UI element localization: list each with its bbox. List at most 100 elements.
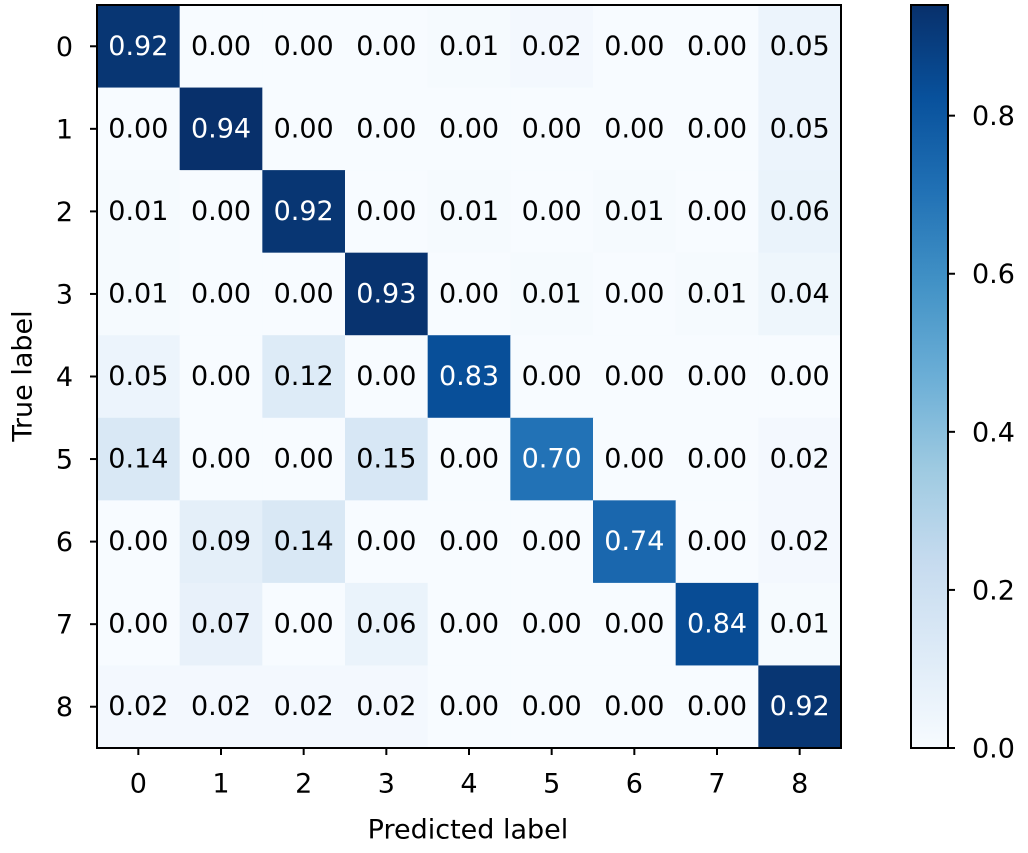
- x-axis-label: Predicted label: [368, 815, 569, 846]
- x-tick-label: 4: [460, 769, 477, 800]
- y-tick-label: 3: [56, 279, 73, 310]
- cell-label: 0.14: [108, 444, 168, 475]
- cell-label: 0.02: [356, 691, 416, 722]
- heatmap-cell: [262, 5, 346, 89]
- cell-label: 0.00: [687, 361, 747, 392]
- cell-label: 0.00: [274, 113, 334, 144]
- heatmap-cell: [345, 582, 429, 666]
- cell-label: 0.07: [191, 609, 251, 640]
- cell-label: 0.70: [522, 444, 582, 475]
- heatmap-cell: [345, 417, 429, 501]
- heatmap-cell: [510, 5, 594, 89]
- heatmap-cell: [179, 170, 263, 254]
- heatmap-cell: [262, 170, 346, 254]
- heatmap-cell: [427, 170, 511, 254]
- cell-label: 0.00: [522, 691, 582, 722]
- cell-label: 0.00: [604, 278, 664, 309]
- cell-label: 0.01: [439, 31, 499, 62]
- cell-label: 0.01: [770, 609, 830, 640]
- x-tick-label: 7: [708, 769, 725, 800]
- cell-label: 0.00: [604, 361, 664, 392]
- heatmap-cell: [262, 87, 346, 171]
- cell-label: 0.00: [108, 113, 168, 144]
- cell-label: 0.01: [522, 278, 582, 309]
- cell-label: 0.00: [604, 444, 664, 475]
- cell-label: 0.00: [439, 113, 499, 144]
- x-tick-label: 8: [791, 769, 808, 800]
- heatmap-cell: [97, 252, 181, 336]
- heatmap-cell: [510, 500, 594, 584]
- heatmap-cell: [345, 170, 429, 254]
- cell-label: 0.00: [108, 609, 168, 640]
- heatmap-cell: [345, 665, 429, 749]
- cell-label: 0.00: [274, 31, 334, 62]
- cell-label: 0.74: [604, 526, 664, 557]
- heatmap-cell: [345, 500, 429, 584]
- heatmap-cell: [262, 417, 346, 501]
- cell-label: 0.00: [522, 609, 582, 640]
- colorbar-tick-label: 0.4: [972, 417, 1015, 448]
- cell-label: 0.02: [108, 691, 168, 722]
- cell-label: 0.00: [770, 361, 830, 392]
- y-tick-label: 7: [56, 610, 73, 641]
- heatmap-cell: [510, 665, 594, 749]
- cell-label: 0.02: [274, 691, 334, 722]
- heatmap-cell: [427, 417, 511, 501]
- cell-label: 0.00: [439, 526, 499, 557]
- heatmap-cell: [593, 252, 677, 336]
- heatmap-cell: [97, 87, 181, 171]
- heatmap-cell: [179, 582, 263, 666]
- cell-label: 0.00: [356, 196, 416, 227]
- heatmap-cell: [758, 665, 842, 749]
- colorbar-tick-label: 0.0: [972, 734, 1015, 765]
- heatmap-cell: [593, 500, 677, 584]
- heatmap-cell: [593, 87, 677, 171]
- cell-label: 0.00: [439, 444, 499, 475]
- y-tick-label: 0: [56, 32, 73, 63]
- heatmap-cell: [675, 5, 759, 89]
- cell-label: 0.83: [439, 361, 499, 392]
- y-tick-label: 8: [56, 692, 73, 723]
- cell-label: 0.00: [687, 31, 747, 62]
- cell-label: 0.00: [604, 691, 664, 722]
- cell-label: 0.00: [191, 31, 251, 62]
- heatmap-cell: [758, 417, 842, 501]
- cell-label: 0.00: [522, 361, 582, 392]
- y-axis-label: True label: [8, 310, 39, 442]
- cell-label: 0.00: [191, 278, 251, 309]
- heatmap-cell: [758, 87, 842, 171]
- heatmap-cell: [427, 87, 511, 171]
- heatmap-cell: [427, 5, 511, 89]
- cell-label: 0.14: [274, 526, 334, 557]
- heatmap-cell: [262, 665, 346, 749]
- cell-label: 0.00: [108, 526, 168, 557]
- cell-label: 0.00: [604, 113, 664, 144]
- heatmap-cell: [179, 665, 263, 749]
- cell-label: 0.00: [687, 526, 747, 557]
- cell-label: 0.01: [108, 196, 168, 227]
- y-tick-label: 6: [56, 527, 73, 558]
- heatmap-cell: [97, 582, 181, 666]
- heatmap-cell: [97, 170, 181, 254]
- cell-label: 0.93: [356, 278, 416, 309]
- y-tick-label: 4: [56, 362, 73, 393]
- heatmap-cell: [97, 665, 181, 749]
- heatmap-cell: [262, 252, 346, 336]
- heatmap-cell: [345, 335, 429, 419]
- cell-label: 0.02: [770, 444, 830, 475]
- heatmap-cell: [510, 335, 594, 419]
- cell-label: 0.01: [687, 278, 747, 309]
- heatmap-cell: [427, 582, 511, 666]
- heatmap-cell: [758, 335, 842, 419]
- cell-label: 0.01: [604, 196, 664, 227]
- cell-label: 0.00: [274, 278, 334, 309]
- cell-label: 0.15: [356, 444, 416, 475]
- heatmap-cell: [593, 417, 677, 501]
- cell-label: 0.06: [770, 196, 830, 227]
- heatmap-cell: [758, 500, 842, 584]
- cell-label: 0.00: [522, 526, 582, 557]
- heatmap-cell: [593, 582, 677, 666]
- heatmap-cell: [345, 87, 429, 171]
- cell-label: 0.05: [770, 113, 830, 144]
- heatmap-cell: [179, 5, 263, 89]
